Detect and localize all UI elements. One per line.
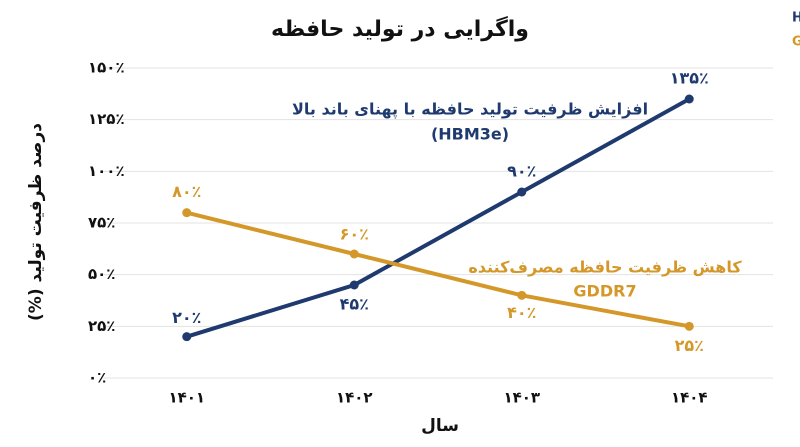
x-tick-label: ۱۴۰۴ (671, 389, 708, 407)
value-label: ۲۵٪ (675, 336, 704, 355)
point (517, 290, 527, 300)
y-tick-label: ۰٪ (88, 369, 106, 387)
legend-entry: کهربایی: GDDR7 (792, 35, 800, 50)
value-label: ۹۰٪ (507, 162, 536, 181)
y-tick-label: ۷۵٪ (88, 214, 115, 232)
value-label: ۴۰٪ (507, 303, 536, 322)
point (349, 280, 359, 290)
line (186, 210, 690, 329)
chart-title: واگرایی در تولید حافظه (271, 15, 529, 42)
value-label: ۶۰٪ (340, 225, 369, 244)
point (684, 321, 694, 331)
point (349, 249, 359, 259)
value-label: ۸۰٪ (172, 182, 201, 201)
x-tick-label: ۱۴۰۱ (168, 389, 205, 407)
y-tick-label: ۲۵٪ (88, 317, 115, 335)
y-tick-label: ۱۰۰٪ (88, 162, 125, 180)
x-tick-label: ۱۴۰۳ (503, 389, 540, 407)
point (684, 94, 694, 104)
legend-entry: سرمه‌ای: HBM3e (792, 11, 800, 26)
x-axis-label: سال (421, 416, 459, 436)
y-tick-label: ۱۲۵٪ (88, 110, 125, 128)
value-label: ۴۵٪ (340, 295, 369, 314)
value-label: ۱۳۵٪ (670, 69, 709, 88)
point (182, 208, 192, 218)
point (182, 332, 192, 342)
x-tick-label: ۱۴۰۲ (336, 389, 373, 407)
y-tick-label: ۵۰٪ (88, 265, 115, 283)
y-tick-label: ۱۵۰٪ (88, 59, 125, 77)
line (186, 97, 691, 339)
value-label: ۲۰٪ (172, 308, 201, 327)
y-axis-label: درصد ظرفیت تولید (%) (26, 123, 46, 321)
annotation: GDDR7 (573, 282, 636, 301)
annotation: افزایش ظرفیت تولید حافظه با پهنای باند ب… (292, 100, 648, 120)
point (517, 187, 527, 197)
annotation: (HBM3e) (431, 125, 509, 144)
annotation: کاهش ظرفیت حافظه مصرف‌کننده (468, 258, 742, 277)
